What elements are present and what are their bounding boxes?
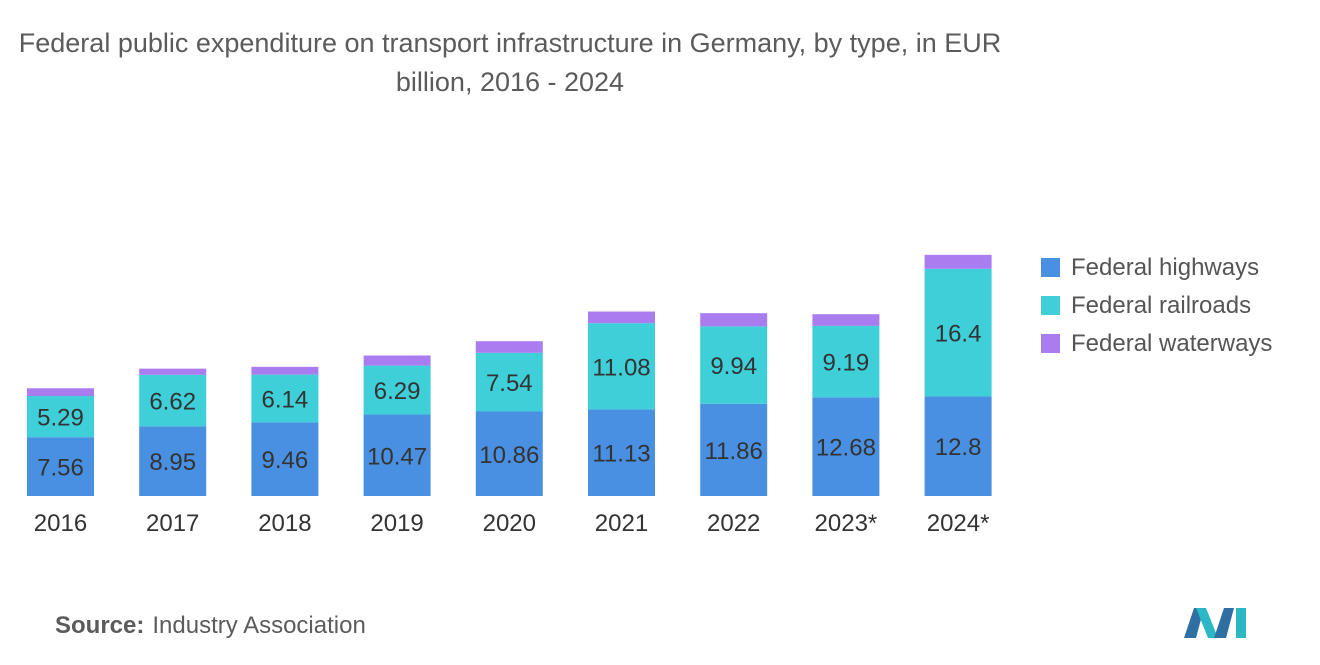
legend-label: Federal highways: [1071, 254, 1259, 281]
bar-segment-2-2024: [924, 268, 992, 397]
x-tick-label: 2022: [707, 510, 760, 537]
data-label: 6.29: [374, 378, 421, 405]
data-label: 12.68: [816, 435, 876, 462]
legend-label: Federal railroads: [1071, 292, 1251, 319]
legend-swatch: [1041, 334, 1060, 353]
data-label: 9.46: [262, 447, 309, 474]
legend-label: Federal waterways: [1071, 330, 1272, 357]
bar-segment-3-2016: [27, 388, 94, 397]
x-axis-ticks: 2016 2017 2018 2019 2020 2021 2022 2023* 2024*: [34, 510, 990, 537]
x-tick-label: 2016: [34, 510, 87, 537]
data-label: 7.56: [37, 455, 84, 482]
source-note: Source: Industry Association: [55, 612, 366, 640]
bar-segment-2-2022: [700, 326, 768, 404]
legend: Federal highways Federal railroads Federal…: [1041, 254, 1272, 357]
data-label: 16.4: [935, 321, 982, 348]
data-label: 6.62: [149, 389, 196, 416]
x-tick-label: 2021: [595, 510, 648, 537]
bar-segment-2-2016: [27, 396, 94, 438]
data-label: 6.14: [262, 387, 309, 414]
bar-segment-1-2019: [363, 414, 431, 496]
x-tick-label: 2024*: [927, 510, 990, 537]
bar-segment-1-2022: [700, 403, 768, 496]
bar-segment-2-2021: [588, 323, 655, 410]
data-label: 10.86: [479, 442, 539, 469]
bar-segment-1-2020: [475, 411, 543, 496]
data-labels-group: 7.56 5.29 8.95 6.62 9.46 6.14 10.47 6.29 10.86 7.…: [37, 321, 981, 482]
bar-segment-1-2016: [27, 437, 94, 496]
data-label: 11.08: [592, 354, 650, 381]
data-label: 8.95: [149, 449, 196, 476]
x-tick-label: 2019: [370, 510, 423, 537]
x-tick-label: 2023*: [815, 510, 878, 537]
bar-segment-2-2019: [363, 365, 431, 415]
source-label: Source:: [55, 612, 145, 639]
legend-swatch: [1041, 296, 1060, 315]
bars-group: [27, 254, 992, 496]
bar-segment-3-2024: [924, 254, 992, 269]
bar-segment-1-2021: [588, 409, 655, 496]
bar-segment-3-2023: [812, 314, 880, 326]
x-tick-label: 2020: [483, 510, 536, 537]
bar-segment-1-2017: [139, 426, 207, 496]
bar-segment-1-2024: [924, 396, 992, 496]
chart-title: Federal public expenditure on transport …: [18, 28, 1002, 97]
bar-segment-1-2023: [812, 397, 880, 496]
x-tick-label: 2017: [146, 510, 199, 537]
bar-segment-3-2020: [475, 341, 543, 353]
bar-segment-3-2017: [139, 368, 207, 375]
bar-segment-2-2017: [139, 374, 207, 427]
bar-segment-3-2022: [700, 313, 768, 327]
bar-segment-2-2018: [251, 374, 319, 423]
legend-swatch: [1041, 258, 1060, 277]
bar-segment-3-2021: [588, 311, 655, 324]
data-label: 9.19: [823, 350, 870, 377]
brand-logo-icon: [1184, 608, 1246, 638]
data-label: 7.54: [486, 370, 533, 397]
source-text: Industry Association: [152, 612, 366, 639]
bar-segment-3-2019: [363, 355, 431, 366]
data-label: 11.13: [592, 441, 650, 468]
bar-segment-3-2018: [251, 366, 319, 375]
data-label: 11.86: [705, 438, 763, 465]
bar-segment-2-2023: [812, 325, 880, 398]
data-label: 9.94: [710, 353, 757, 380]
bar-segment-1-2018: [251, 422, 319, 496]
bar-segment-2-2020: [475, 352, 543, 412]
data-label: 10.47: [367, 443, 427, 470]
data-label: 5.29: [37, 405, 84, 432]
data-label: 12.8: [935, 434, 982, 461]
x-tick-label: 2018: [258, 510, 311, 537]
